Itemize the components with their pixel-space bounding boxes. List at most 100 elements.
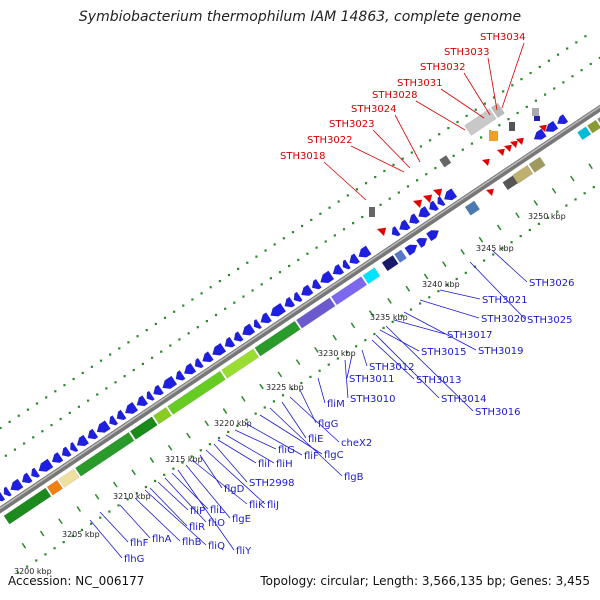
ring-dot xyxy=(291,231,295,234)
leader-line xyxy=(185,464,231,519)
ring-dot xyxy=(364,339,367,342)
ring-dot xyxy=(200,292,203,295)
scale-label: 3235 kbp xyxy=(370,313,408,322)
ring-dot xyxy=(272,400,275,403)
ring-dot xyxy=(410,151,413,154)
gene-arrow xyxy=(202,351,214,363)
scale-tick xyxy=(515,212,520,219)
leader-line xyxy=(463,72,491,116)
ring-dot xyxy=(483,102,487,105)
ring-dot xyxy=(181,461,184,464)
gene-arrow xyxy=(300,284,314,297)
gene-label-red: STH3022 xyxy=(307,135,352,146)
ring-dot xyxy=(54,390,57,393)
ring-dot xyxy=(528,228,531,232)
ring-dot xyxy=(205,319,208,323)
leader-line xyxy=(440,88,485,119)
ring-dot xyxy=(288,264,291,268)
scale-tick xyxy=(423,273,429,280)
gene-label-blue: STH3025 xyxy=(527,315,572,326)
ring-dot xyxy=(63,384,66,387)
ring-dot xyxy=(327,363,330,366)
gene-label-red: STH3023 xyxy=(329,119,374,130)
ring-dot xyxy=(22,442,26,445)
gene-label-blue: fliI xyxy=(258,459,270,470)
gene-arrow xyxy=(362,267,381,285)
leader-line xyxy=(269,407,343,477)
ring-dot xyxy=(346,194,349,197)
ring-dot xyxy=(333,234,336,237)
ring-dot xyxy=(263,406,266,409)
ring-dot xyxy=(118,347,121,350)
ring-dot xyxy=(254,412,257,415)
ring-dot xyxy=(251,289,254,292)
ring-dot xyxy=(260,283,263,286)
gene-label-blue: fliY xyxy=(236,546,252,557)
leader-line xyxy=(361,349,368,367)
ring-dot xyxy=(434,166,437,170)
leader-line xyxy=(119,504,151,539)
gene-arrow xyxy=(51,451,64,463)
ring-dot xyxy=(123,375,126,378)
ring-dot xyxy=(419,302,422,305)
ring-dot xyxy=(208,443,212,446)
leader-line xyxy=(244,422,303,456)
leader-line xyxy=(89,519,123,559)
gene-arrow xyxy=(394,249,407,263)
ring-dot xyxy=(309,375,312,378)
gene-block xyxy=(532,108,539,116)
gene-arrow xyxy=(418,205,431,218)
ring-dot xyxy=(172,467,175,470)
ring-dot xyxy=(336,357,339,360)
gene-arrow xyxy=(439,154,452,168)
gene-arrow xyxy=(284,296,296,308)
ring-dot xyxy=(592,186,595,189)
ring-dot xyxy=(214,313,218,317)
gene-arrow xyxy=(296,297,336,329)
ring-dot xyxy=(511,84,514,87)
ring-dot xyxy=(227,273,231,277)
ring-dot xyxy=(562,81,565,84)
leader-line xyxy=(157,481,189,511)
scale-tick xyxy=(131,469,136,476)
leader-line xyxy=(177,469,235,551)
ring-dot xyxy=(571,75,574,78)
ring-dot xyxy=(510,241,513,244)
ring-dot xyxy=(16,571,20,574)
ring-dot xyxy=(182,304,185,307)
gene-label-blue: flgG xyxy=(318,419,338,430)
gene-label-blue: fliP xyxy=(190,506,205,517)
ring-dot xyxy=(328,206,331,209)
gene-arrow xyxy=(61,446,72,457)
ring-dot xyxy=(126,498,129,501)
ring-dot xyxy=(246,261,249,264)
ring-dot xyxy=(109,353,112,356)
ring-dot xyxy=(301,224,304,228)
gene-arrow xyxy=(116,409,127,421)
gene-arrow xyxy=(10,478,24,491)
ring-dot xyxy=(173,310,176,313)
scale-tick xyxy=(39,530,45,537)
ring-dot xyxy=(144,485,148,489)
ring-dot xyxy=(425,173,428,176)
ring-dot xyxy=(8,420,11,423)
ring-dot xyxy=(218,280,221,283)
ring-dot xyxy=(361,215,364,219)
gene-arrow xyxy=(358,245,372,258)
scale-tick xyxy=(222,408,228,414)
ring-dot xyxy=(0,426,2,430)
ring-dot xyxy=(77,405,81,408)
ring-dot xyxy=(154,322,157,326)
ring-dot xyxy=(556,53,560,56)
ring-dot xyxy=(428,296,431,299)
rna-feature xyxy=(516,137,524,145)
gene-arrow xyxy=(545,120,559,133)
gene-label-red: STH3018 xyxy=(280,151,325,162)
leader-line xyxy=(372,129,411,169)
ring-dot xyxy=(45,396,48,399)
scale-label: 3215 kbp xyxy=(165,455,203,464)
ring-dot xyxy=(310,218,313,222)
ring-dot xyxy=(598,56,600,60)
gene-arrow xyxy=(437,195,446,207)
ring-dot xyxy=(574,198,577,201)
